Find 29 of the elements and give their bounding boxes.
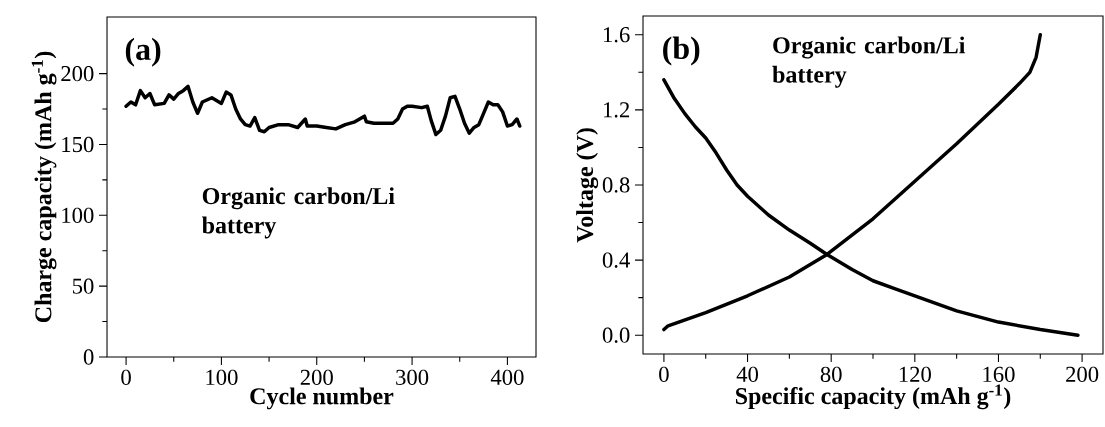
y-axis-title: Voltage (V) — [576, 128, 599, 243]
x-tick-label: 80 — [820, 366, 842, 382]
y-tick-label: 0 — [83, 349, 94, 365]
y-axis-title: Charge capacity (mAh g$^{-1}$) — [31, 51, 57, 323]
x-tick-label: 160 — [983, 366, 1015, 382]
y-tick-label: 0.8 — [602, 177, 630, 193]
x-tick-label: 300 — [396, 369, 429, 385]
x-tick-label: 200 — [300, 369, 333, 385]
y-tick-label: 0.4 — [602, 252, 630, 268]
y-tick-label: 1.6 — [603, 27, 630, 43]
x-tick-label: 40 — [736, 366, 759, 382]
y-tick-label: 0.0 — [602, 327, 630, 343]
annotation: Organic carbon/Li battery — [201, 187, 395, 239]
y-tick-label: 50 — [72, 278, 94, 294]
annotation: (a) — [125, 37, 161, 67]
x-axis-title: Specific capacity (mAh g$^{-1}$) — [735, 384, 1011, 410]
y-tick-label: 100 — [62, 207, 94, 223]
annotation: (b) — [663, 36, 700, 66]
x-tick-label: 0 — [121, 369, 131, 385]
y-tick-label: 200 — [61, 66, 94, 82]
y-tick-label: 150 — [62, 136, 94, 153]
y-tick-label: 1.2 — [603, 102, 630, 118]
x-tick-label: 200 — [1066, 366, 1099, 382]
x-tick-label: 400 — [490, 369, 524, 385]
x-tick-label: 100 — [206, 369, 238, 385]
x-tick-label: 0 — [659, 366, 669, 382]
x-axis-title: Cycle number — [250, 387, 394, 410]
annotation: Organic carbon/Li battery — [772, 36, 966, 88]
x-tick-label: 120 — [899, 366, 931, 382]
